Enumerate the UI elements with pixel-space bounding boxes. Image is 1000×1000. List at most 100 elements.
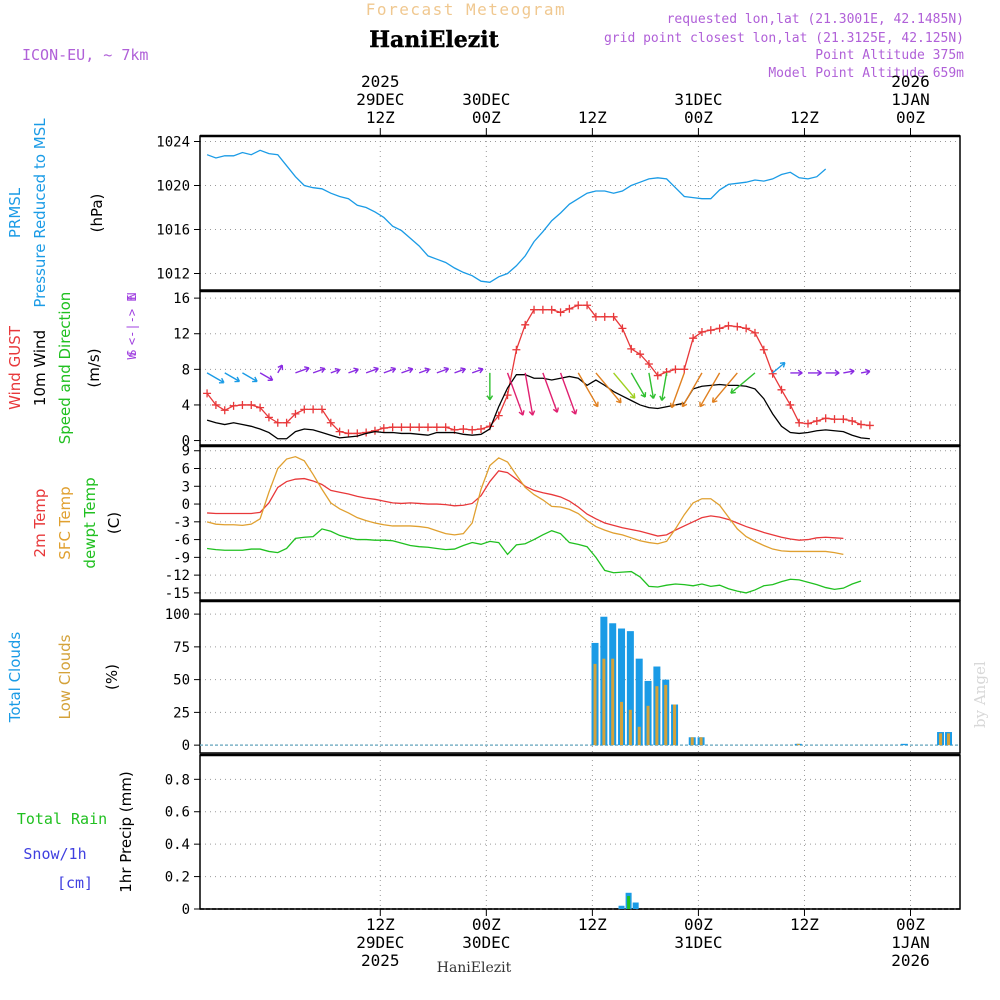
- series-line: [206, 149, 827, 283]
- wind-arrow: [348, 367, 359, 374]
- wind-arrow: [681, 372, 703, 408]
- total-cloud-bar: [635, 658, 643, 746]
- low-cloud-bar: [939, 733, 943, 746]
- precip-legend: Snow/1h: [23, 845, 86, 863]
- y-tick-label: 6: [182, 462, 190, 478]
- gust-marker: [848, 416, 857, 425]
- gust-marker: [273, 418, 282, 427]
- clouds-panel: 0 25 50 75 100 Total Clouds Low Clouds (%): [6, 599, 961, 754]
- gust-marker: [494, 411, 503, 420]
- gust-marker: [795, 418, 804, 427]
- y-tick-label: -9: [173, 550, 190, 566]
- time-label-bottom: 29DEC: [356, 933, 404, 952]
- wind-arrow: [860, 368, 871, 376]
- gust-marker: [406, 423, 415, 432]
- gust-marker: [609, 312, 618, 321]
- axis-label: 2m Temp: [31, 489, 49, 558]
- y-tick-label: 1020: [156, 179, 190, 195]
- temperature-panel: 9 63 0 -3 -6-9 -12 -15 2m Temp SFC Temp dewpt Tem…: [31, 444, 961, 602]
- total-cloud-bar: [626, 631, 634, 746]
- y-tick-label: 3: [182, 479, 190, 495]
- direction-legend-south: S: [125, 349, 139, 356]
- gust-marker: [459, 424, 468, 433]
- gust-marker: [583, 301, 592, 310]
- gust-marker: [512, 345, 521, 354]
- wind-arrow: [843, 368, 855, 375]
- low-cloud-bar: [655, 686, 659, 746]
- y-tick-label: 0.6: [165, 805, 190, 821]
- time-label-bottom: 2025: [361, 951, 400, 970]
- total-cloud-bar: [618, 628, 626, 746]
- axis-label: 10m Wind: [31, 330, 49, 406]
- wind-arrow: [524, 372, 536, 416]
- y-tick-label: -3: [173, 515, 190, 531]
- time-label-top: 12Z: [790, 108, 819, 127]
- model-altitude: Model Point Altitude 659m: [768, 66, 964, 81]
- gust-marker: [653, 371, 662, 380]
- wind-arrow: [595, 372, 622, 404]
- wind-arrow: [669, 372, 685, 409]
- low-cloud-bar: [620, 701, 624, 746]
- precip-legend: [cm]: [57, 874, 93, 892]
- series-line: [206, 455, 844, 556]
- wind-arrow: [711, 372, 738, 404]
- pressure-panel: 1012 1016 1020 1024 PRMSL Pressure Reduced to…: [6, 118, 961, 308]
- time-label-bottom: 00Z: [684, 915, 713, 934]
- low-cloud-bar: [637, 726, 641, 746]
- temperature-frame: [199, 445, 961, 601]
- point-altitude: Point Altitude 375m: [815, 48, 964, 63]
- low-cloud-bar: [690, 737, 694, 746]
- gust-marker: [530, 305, 539, 314]
- location-title: HaniElezit: [369, 27, 499, 53]
- gust-marker: [706, 326, 715, 335]
- gust-marker: [680, 365, 689, 374]
- wind-arrow: [259, 372, 274, 382]
- total-cloud-bar: [900, 743, 908, 746]
- gust-marker: [750, 328, 759, 337]
- gust-marker: [432, 423, 441, 432]
- axis-label: Wind GUST: [6, 325, 24, 410]
- gust-marker: [441, 423, 450, 432]
- gust-marker: [591, 312, 600, 321]
- footer-name: HaniElezit: [437, 960, 512, 976]
- wind-arrow: [542, 372, 560, 413]
- wind-arrow: [277, 364, 284, 374]
- wind-arrow: [471, 367, 484, 374]
- gust-marker: [697, 327, 706, 336]
- y-tick-label: -12: [165, 568, 190, 584]
- time-label-top: 31DEC: [674, 90, 722, 109]
- series-line: [206, 528, 862, 594]
- requested-coords: requested lon,lat (21.3001E, 42.1485N): [667, 12, 964, 27]
- direction-legend-north: N: [125, 292, 139, 299]
- low-cloud-bar: [628, 709, 632, 746]
- gust-marker: [804, 419, 812, 428]
- precipitation-panel: 0 0.2 0.4 0.6 0.8 1hr Precip (mm) Total Rain Sn…: [17, 753, 961, 918]
- axis-label: (m/s): [85, 348, 103, 387]
- gust-marker: [415, 423, 424, 432]
- gust-marker: [759, 345, 768, 354]
- watermark: by Angel: [971, 661, 989, 728]
- wind-arrow: [808, 369, 822, 377]
- y-tick-label: 0.2: [165, 870, 190, 886]
- wind-frame: [199, 290, 961, 446]
- gust-marker: [477, 424, 486, 433]
- y-tick-label: -15: [165, 586, 190, 602]
- gust-marker: [636, 350, 645, 359]
- axis-label: Low Clouds: [56, 634, 74, 719]
- series-line: [206, 374, 870, 440]
- gust-marker: [724, 321, 733, 330]
- wind-arrow: [730, 372, 756, 394]
- low-cloud-bar: [593, 663, 597, 746]
- gust-marker: [344, 429, 353, 438]
- wind-arrow: [418, 367, 431, 374]
- time-label-top: 1JAN: [891, 90, 930, 109]
- series-line: [207, 470, 844, 541]
- axis-label: dewpt Temp: [81, 477, 99, 568]
- y-tick-label: 50: [173, 673, 190, 689]
- wind-arrow: [659, 372, 668, 401]
- gust-marker: [220, 406, 229, 415]
- time-label-bottom: 12Z: [790, 915, 819, 934]
- y-tick-label: 0: [182, 738, 190, 754]
- gust-marker: [671, 365, 680, 374]
- time-label-top: 12Z: [578, 108, 607, 127]
